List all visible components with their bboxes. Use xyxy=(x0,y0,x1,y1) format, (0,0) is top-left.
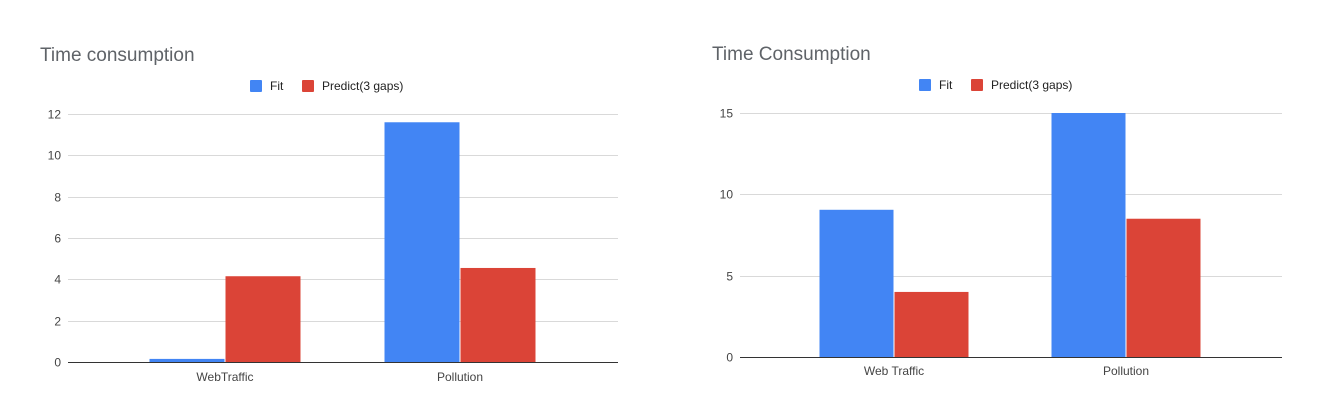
bar-fit-pollution xyxy=(384,122,460,363)
y-axis-ticks: 0 5 10 15 xyxy=(720,107,734,365)
y-tick-label: 6 xyxy=(54,232,61,246)
y-tick-label: 10 xyxy=(720,188,734,202)
bar-predict-pollution xyxy=(1126,218,1201,357)
y-tick-label: 0 xyxy=(726,351,733,365)
y-tick-label: 5 xyxy=(726,270,733,284)
chart-time-consumption-1: Time consumption Fit Predict(3 gaps) 0 2 4… xyxy=(40,45,618,384)
legend-label-fit: Fit xyxy=(939,78,953,92)
chart-title: Time consumption xyxy=(40,45,195,66)
legend: Fit Predict(3 gaps) xyxy=(919,78,1072,92)
y-tick-label: 8 xyxy=(54,191,61,205)
legend: Fit Predict(3 gaps) xyxy=(250,79,403,93)
legend-swatch-fit xyxy=(250,80,262,92)
bar-fit-webtraffic xyxy=(149,358,225,362)
bar-predict-web-traffic xyxy=(894,291,969,357)
x-axis-categories: WebTraffic Pollution xyxy=(196,370,483,384)
legend-swatch-predict xyxy=(971,79,983,91)
legend-label-fit: Fit xyxy=(270,79,284,93)
x-axis-categories: Web Traffic Pollution xyxy=(864,364,1149,378)
x-category-label: Pollution xyxy=(1103,364,1149,378)
chart-time-consumption-2: Time Consumption Fit Predict(3 gaps) 0 5 1… xyxy=(712,44,1282,378)
y-tick-label: 0 xyxy=(54,356,61,370)
bar-predict-webtraffic xyxy=(225,276,301,362)
bars xyxy=(819,113,1201,357)
y-axis-ticks: 0 2 4 6 8 10 12 xyxy=(48,108,62,370)
y-tick-label: 2 xyxy=(54,315,61,329)
y-tick-label: 10 xyxy=(48,149,62,163)
y-tick-label: 12 xyxy=(48,108,62,122)
y-tick-label: 15 xyxy=(720,107,734,121)
bars xyxy=(149,122,536,363)
chart-title: Time Consumption xyxy=(712,44,871,65)
legend-swatch-predict xyxy=(302,80,314,92)
x-category-label: Web Traffic xyxy=(864,364,924,378)
legend-label-predict: Predict(3 gaps) xyxy=(322,79,403,93)
bar-fit-web-traffic xyxy=(819,209,894,357)
bar-predict-pollution xyxy=(460,267,536,362)
bar-fit-pollution xyxy=(1051,113,1126,357)
legend-label-predict: Predict(3 gaps) xyxy=(991,78,1072,92)
y-tick-label: 4 xyxy=(54,273,61,287)
x-category-label: WebTraffic xyxy=(196,370,253,384)
x-category-label: Pollution xyxy=(437,370,483,384)
legend-swatch-fit xyxy=(919,79,931,91)
